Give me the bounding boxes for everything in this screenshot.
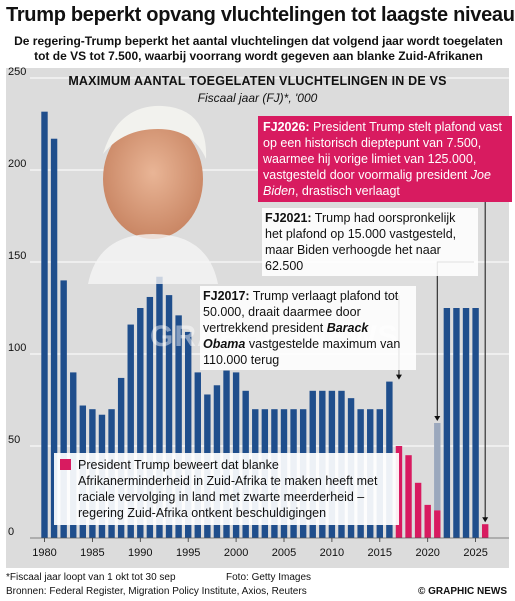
annotation-fy2026-prefix: FJ2026: (263, 120, 310, 134)
bar (41, 111, 48, 538)
bar (443, 308, 451, 538)
trump-photo (88, 105, 218, 284)
x-tick-label: 2020 (415, 547, 439, 559)
y-tick-label: 0 (8, 526, 14, 538)
y-tick-label: 100 (8, 342, 26, 354)
bar (472, 308, 479, 538)
x-tick-label: 1980 (32, 547, 56, 559)
leader-arrow-fy2026 (482, 517, 489, 523)
bar-trump-ceiling (414, 482, 422, 538)
bar (137, 308, 144, 538)
bar (146, 296, 154, 538)
bar-trump-ceiling (434, 510, 441, 538)
bar (127, 324, 134, 538)
bar (60, 280, 67, 538)
x-tick-label: 1990 (128, 547, 152, 559)
sources: Bronnen: Federal Register, Migration Pol… (6, 586, 307, 597)
annotation-fy2017-suffix: vastgestelde maximum van 110.000 terug (203, 337, 401, 367)
footnote: *Fiscaal jaar loopt van 1 okt tot 30 sep (6, 572, 176, 583)
page-title: Trump beperkt opvang vluchtelingen tot l… (6, 4, 515, 26)
bar-trump-ceiling (405, 455, 412, 538)
annotation-fy2026-text: President Trump stelt plafond vast op ee… (263, 120, 503, 182)
annotation-fy2021-text: Trump had oorspronkelijk het plafond op … (265, 211, 457, 273)
page-subtitle: De regering-Trump beperkt het aantal vlu… (14, 34, 503, 63)
annotation-fy2026-suffix: , drastisch verlaagt (294, 184, 400, 198)
annotation-fy2026-name: Joe Biden (263, 168, 491, 198)
legend-swatch (60, 459, 71, 470)
bar (462, 308, 470, 538)
bar (50, 138, 58, 538)
chart-title: MAXIMUM AANTAL TOEGELATEN VLUCHTELINGEN … (68, 74, 447, 88)
bar (175, 315, 182, 538)
x-tick-label: 2010 (320, 547, 344, 559)
leader-arrow-fy2021 (434, 416, 441, 421)
bar (156, 276, 163, 538)
bar (453, 308, 460, 538)
x-tick-label: 1995 (176, 547, 200, 559)
leader-arrow-fy2017 (395, 374, 402, 380)
annotation-fy2017: FJ2017: Trump verlaagt plafond tot 50.00… (200, 286, 416, 370)
annotation-fy2017-name: Barack Obama (203, 321, 369, 351)
legend: President Trump beweert dat blanke Afrik… (54, 453, 399, 525)
bar (165, 295, 173, 538)
x-tick-label: 2025 (463, 547, 487, 559)
chart-subtitle: Fiscaal jaar (FJ)*, '000 (197, 91, 318, 105)
bar-original-ceiling (434, 423, 441, 511)
x-tick-label: 1985 (80, 547, 104, 559)
y-tick-label: 50 (8, 434, 20, 446)
x-tick-label: 2005 (272, 547, 296, 559)
bar-trump-ceiling (424, 504, 431, 538)
annotation-fy2017-prefix: FJ2017: (203, 289, 250, 303)
annotation-fy2021-prefix: FJ2021: (265, 211, 312, 225)
annotation-fy2021: FJ2021: Trump had oorspronkelijk het pla… (262, 208, 478, 276)
annotation-fy2017-text: Trump verlaagt plafond tot 50.000, draai… (203, 289, 399, 335)
y-tick-label: 150 (8, 250, 26, 262)
y-tick-label: 200 (8, 158, 26, 170)
x-tick-label: 2015 (368, 547, 392, 559)
x-tick-label: 2000 (224, 547, 248, 559)
bar-trump-ceiling (481, 524, 489, 538)
y-tick-label: 250 (8, 66, 26, 78)
annotation-fy2026: FJ2026: President Trump stelt plafond va… (258, 116, 512, 202)
leader-line-fy2026 (484, 164, 486, 521)
legend-text: President Trump beweert dat blanke Afrik… (78, 458, 378, 520)
bar (185, 331, 192, 538)
graphic-news-logo: © GRAPHIC NEWS (417, 586, 507, 597)
photo-credit: Foto: Getty Images (226, 572, 312, 583)
